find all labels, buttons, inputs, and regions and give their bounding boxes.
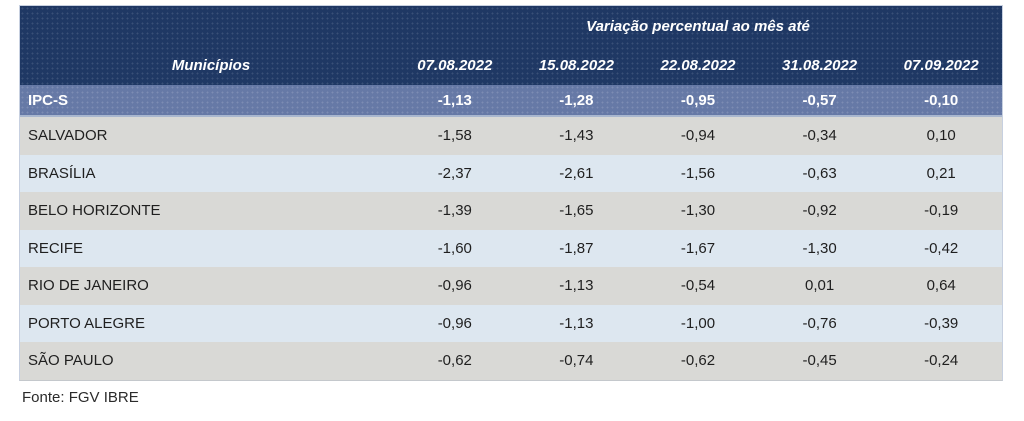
date-column-header: 07.08.2022 <box>417 57 493 74</box>
value-cell: -1,60 <box>437 239 472 257</box>
value-cell: 0,21 <box>926 164 956 182</box>
table-row: RIO DE JANEIRO -0,96 -1,13 -0,54 0,01 0,64 <box>20 267 1002 305</box>
value-cell: -1,87 <box>559 239 594 257</box>
column-header-municipios: Municípios <box>171 57 251 74</box>
table-column-header-row: Municípios 07.08.2022 15.08.2022 22.08.202… <box>20 46 1002 85</box>
value-cell: -0,42 <box>924 239 959 257</box>
table-title: Variação percentual ao mês até <box>586 17 810 35</box>
value-cell: -0,63 <box>802 164 837 182</box>
value-cell: -0,94 <box>680 127 716 145</box>
municipality-label: SALVADOR <box>28 127 108 145</box>
table-row-ipcs-summary: IPC-S -1,13 -1,28 -0,95 -0,57 -0,10 <box>20 85 1002 117</box>
value-cell: -0,54 <box>680 277 716 295</box>
value-cell: -1,00 <box>680 314 716 332</box>
value-cell: -1,30 <box>680 202 716 220</box>
value-cell: -0,96 <box>437 314 472 332</box>
value-cell: -0,19 <box>924 202 959 220</box>
value-cell: -0,76 <box>802 314 837 332</box>
value-cell: -1,13 <box>437 91 472 109</box>
source-note: Fonte: FGV IBRE <box>22 389 139 406</box>
value-cell: -2,61 <box>559 164 594 182</box>
table-row: SÃO PAULO -0,62 -0,74 -0,62 -0,45 -0,24 <box>20 342 1002 380</box>
ipcs-variation-table: Variação percentual ao mês até Município… <box>19 5 1003 381</box>
value-cell: -1,30 <box>802 239 837 257</box>
municipality-label: RIO DE JANEIRO <box>28 277 149 295</box>
value-cell: 0,01 <box>804 277 835 295</box>
value-cell: -2,37 <box>437 164 472 182</box>
value-cell: -1,13 <box>559 277 594 295</box>
value-cell: -0,92 <box>802 202 837 220</box>
value-cell: -1,39 <box>437 202 472 220</box>
value-cell: -1,65 <box>559 202 594 220</box>
value-cell: -0,45 <box>802 352 837 370</box>
value-cell: -0,10 <box>924 91 959 109</box>
value-cell: -1,43 <box>559 127 594 145</box>
value-cell: -0,62 <box>437 352 472 370</box>
title-row-empty-cell <box>20 6 394 46</box>
municipality-label: RECIFE <box>28 239 84 257</box>
value-cell: -1,56 <box>680 164 716 182</box>
value-cell: -1,13 <box>559 314 594 332</box>
table-body: IPC-S -1,13 -1,28 -0,95 -0,57 -0,10 SALVADOR -1… <box>20 85 1002 380</box>
value-cell: -0,95 <box>680 91 716 109</box>
table-row: SALVADOR -1,58 -1,43 -0,94 -0,34 0,10 <box>20 117 1002 155</box>
table-row: RECIFE -1,60 -1,87 -1,67 -1,30 -0,42 <box>20 229 1002 267</box>
date-column-header: 07.09.2022 <box>903 57 979 74</box>
value-cell: -0,39 <box>924 314 959 332</box>
value-cell: -0,62 <box>680 352 716 370</box>
date-column-header: 31.08.2022 <box>782 57 858 74</box>
table-row: BRASÍLIA -2,37 -2,61 -1,56 -0,63 0,21 <box>20 154 1002 192</box>
municipality-label: PORTO ALEGRE <box>28 314 145 332</box>
value-cell: -0,96 <box>437 277 472 295</box>
municipality-label: BRASÍLIA <box>28 164 96 182</box>
date-column-header: 15.08.2022 <box>538 57 614 74</box>
table-row: BELO HORIZONTE -1,39 -1,65 -1,30 -0,92 -0,19 <box>20 192 1002 230</box>
value-cell: -1,67 <box>680 239 716 257</box>
value-cell: -1,58 <box>437 127 472 145</box>
municipality-label: SÃO PAULO <box>28 352 114 370</box>
value-cell: -1,28 <box>559 91 594 109</box>
value-cell: -0,24 <box>924 352 959 370</box>
value-cell: 0,64 <box>926 277 956 295</box>
table-title-row: Variação percentual ao mês até <box>20 6 1002 46</box>
value-cell: -0,34 <box>802 127 837 145</box>
municipality-label: IPC-S <box>28 91 69 109</box>
municipality-label: BELO HORIZONTE <box>28 202 161 220</box>
value-cell: 0,10 <box>926 127 956 145</box>
table-row: PORTO ALEGRE -0,96 -1,13 -1,00 -0,76 -0,39 <box>20 304 1002 342</box>
value-cell: -0,57 <box>802 91 837 109</box>
date-column-header: 22.08.2022 <box>660 57 736 74</box>
value-cell: -0,74 <box>559 352 594 370</box>
